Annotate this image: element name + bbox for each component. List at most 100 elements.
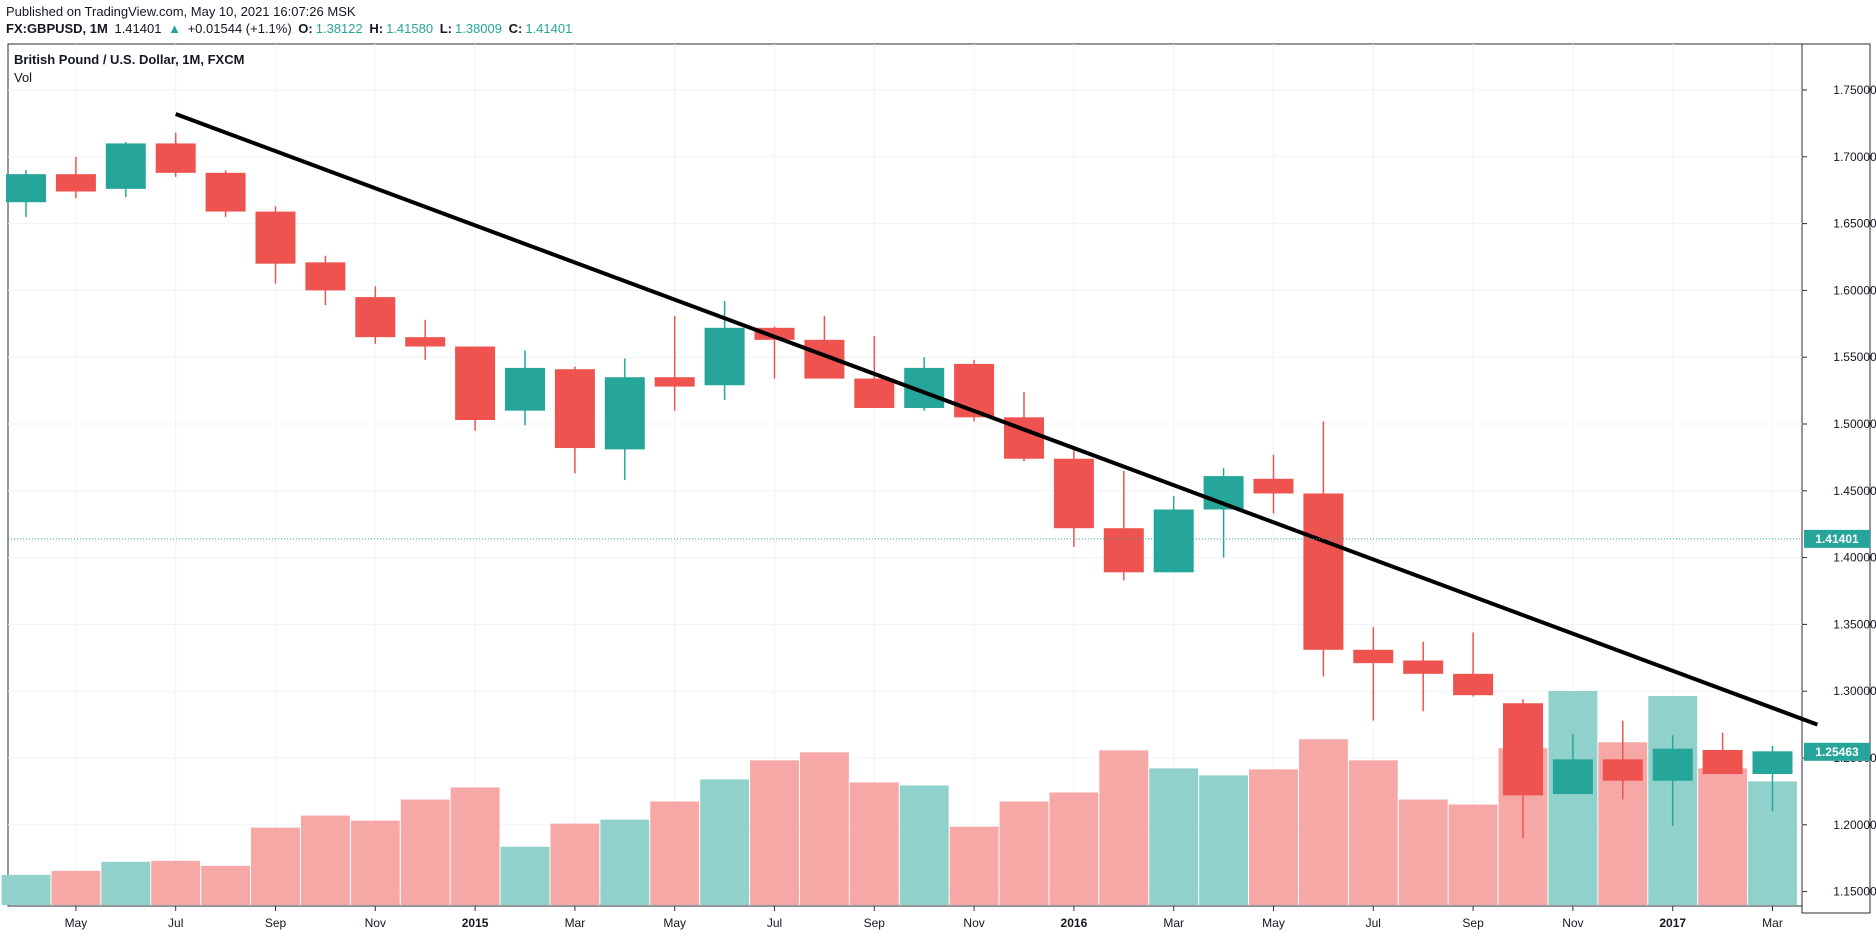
price-tick-label: 1.75000 xyxy=(1833,83,1876,97)
volume-bar xyxy=(1348,760,1398,905)
time-tick-label: Jul xyxy=(767,916,782,930)
volume-bar xyxy=(350,820,400,905)
candle-body xyxy=(1053,458,1094,529)
time-tick-label: Nov xyxy=(1562,916,1583,930)
candle-body xyxy=(1303,493,1344,650)
time-tick-label: Sep xyxy=(1462,916,1484,930)
volume-bar xyxy=(300,815,350,905)
candle-body xyxy=(1453,673,1494,696)
price-tick-label: 1.50000 xyxy=(1833,417,1876,431)
price-tick-label: 1.20000 xyxy=(1833,818,1876,832)
volume-bar xyxy=(1049,792,1099,905)
candle-body xyxy=(754,327,795,340)
price-axis[interactable]: 1.75000 1.70000 1.65000 1.60000 1.55000 1.500… xyxy=(1802,83,1876,899)
volume-bar xyxy=(400,799,450,905)
volume-bar xyxy=(51,870,101,905)
time-tick-label: Mar xyxy=(1762,916,1783,930)
volume-bar xyxy=(899,785,949,905)
volume-bar xyxy=(1448,804,1498,905)
price-tick-label: 1.40000 xyxy=(1833,551,1876,565)
volume-bar xyxy=(750,760,799,905)
candle-body xyxy=(1602,759,1643,781)
volume-bar xyxy=(251,827,300,905)
price-tick-label: 1.65000 xyxy=(1833,217,1876,231)
candle-body xyxy=(654,377,695,387)
volume-bar xyxy=(101,861,151,905)
volume-bar xyxy=(201,865,251,905)
candle-body xyxy=(255,211,296,264)
price-tick-label: 1.15000 xyxy=(1833,885,1876,899)
price-tick-label: 1.60000 xyxy=(1833,283,1876,297)
volume-bar xyxy=(1548,691,1598,905)
time-axis[interactable]: May Jul Sep Nov 2015 Mar May Jul Sep Nov 2016 Mar Ma… xyxy=(8,905,1802,930)
time-tick-label: Sep xyxy=(265,916,287,930)
candle-body xyxy=(1503,703,1543,796)
volume-bar xyxy=(1698,768,1748,905)
volume-bar xyxy=(1298,739,1348,905)
high-value: 1.41580 xyxy=(386,21,434,36)
low-label: L: xyxy=(439,21,452,36)
high-label: H: xyxy=(369,21,384,36)
candle-body xyxy=(1552,759,1593,795)
time-tick-label: Nov xyxy=(365,916,386,930)
candle-body xyxy=(405,337,446,347)
time-tick-label: May xyxy=(663,916,686,930)
last-price-badge xyxy=(1804,742,1870,761)
candle-body xyxy=(554,369,595,449)
candle-body xyxy=(455,346,496,420)
change-arrow-icon: ▲ xyxy=(168,21,181,36)
candle-body xyxy=(355,297,396,338)
volume-bar xyxy=(799,752,849,905)
candle-body xyxy=(1253,478,1294,494)
candle-body xyxy=(155,143,196,173)
current-price-badge xyxy=(1804,529,1870,548)
time-tick-label: Jul xyxy=(1366,916,1381,930)
last-value: 1.41401 xyxy=(114,21,162,36)
candle-body xyxy=(105,143,146,189)
candle-body xyxy=(305,262,346,291)
volume-bar xyxy=(849,782,899,905)
candles xyxy=(6,132,1793,839)
volume-bar xyxy=(1,874,51,905)
volume-bar xyxy=(1199,775,1249,905)
published-note: Published on TradingView.com, May 10, 20… xyxy=(6,4,356,19)
time-tick-label: 2017 xyxy=(1659,916,1686,930)
price-tick-label: 1.35000 xyxy=(1833,617,1876,631)
price-tick-label: 1.70000 xyxy=(1833,150,1876,164)
volume-bar xyxy=(151,860,201,905)
candle-body xyxy=(1652,748,1693,781)
volume-bar xyxy=(700,779,750,905)
time-tick-label: 2015 xyxy=(462,916,489,930)
volume-bar xyxy=(450,787,500,905)
volume-bar xyxy=(949,826,999,905)
volume-bar xyxy=(500,846,550,905)
candle-body xyxy=(505,367,545,411)
volume-indicator-label: Vol xyxy=(14,70,32,85)
candle-body xyxy=(1403,660,1444,674)
time-tick-label: May xyxy=(1262,916,1285,930)
candle-body xyxy=(1702,749,1743,775)
time-tick-label: Mar xyxy=(565,916,586,930)
last-price-label: 1.25463 xyxy=(1815,745,1859,759)
change-value: +0.01544 (+1.1%) xyxy=(187,21,292,36)
open-label: O: xyxy=(298,21,313,36)
volume-bar xyxy=(999,801,1049,905)
time-tick-label: Mar xyxy=(1163,916,1184,930)
candle-body xyxy=(205,172,246,212)
volume-bar xyxy=(1249,769,1298,905)
close-value: 1.41401 xyxy=(525,21,573,36)
candle-body xyxy=(1103,528,1144,573)
candle-body xyxy=(604,377,645,450)
ohlc-legend: FX:GBPUSD, 1M 1.41401 ▲ +0.01544 (+1.1%)… xyxy=(6,21,575,36)
close-label: C: xyxy=(508,21,523,36)
low-value: 1.38009 xyxy=(455,21,502,36)
candle-body xyxy=(55,174,96,192)
volume-bar xyxy=(1149,768,1199,905)
trendline[interactable] xyxy=(175,112,1819,727)
volume-bar xyxy=(1099,750,1149,905)
symbol-label: FX:GBPUSD, 1M xyxy=(6,21,108,36)
candle-body xyxy=(854,378,895,408)
pane-title: British Pound / U.S. Dollar, 1M, FXCM xyxy=(14,52,244,67)
candle-body xyxy=(6,174,46,203)
